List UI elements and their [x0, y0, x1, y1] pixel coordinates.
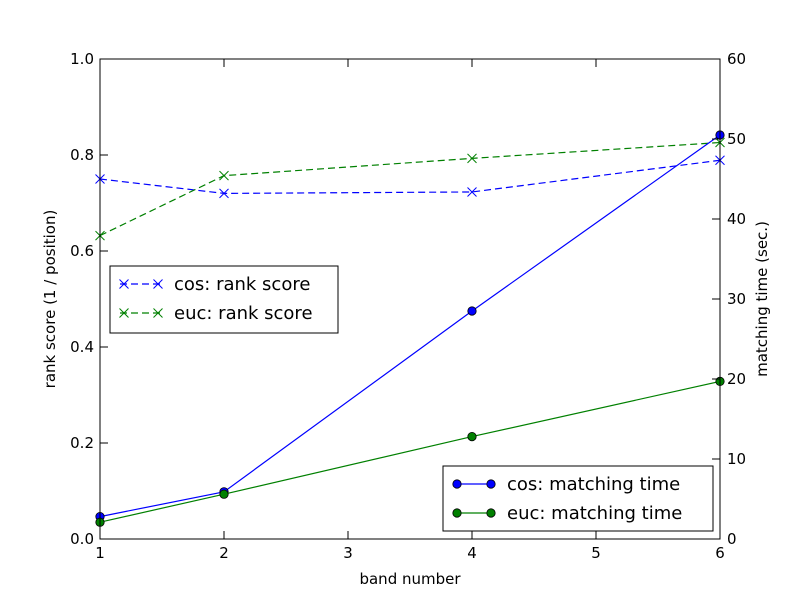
y-right-tick-label: 50	[727, 130, 746, 148]
data-point	[467, 187, 477, 197]
x-marker-stroke	[467, 187, 477, 197]
y-left-tick-label: 0.0	[70, 530, 94, 548]
x-axis-label: band number	[359, 570, 461, 588]
legend-marker	[153, 308, 163, 318]
y-right-tick-label: 20	[727, 370, 746, 388]
x-marker-stroke	[153, 279, 163, 289]
y-right-axis-label: matching time (sec.)	[753, 221, 771, 377]
legend-marker	[153, 279, 163, 289]
y-right-tick-label: 40	[727, 210, 746, 228]
y-left-tick-label: 0.4	[70, 338, 94, 356]
x-marker-stroke	[153, 308, 163, 318]
x-tick-label: 5	[591, 544, 601, 562]
data-point	[219, 188, 229, 199]
y-left-tick-label: 0.8	[70, 146, 94, 164]
y-right-tick-label: 10	[727, 450, 746, 468]
series-line	[99, 134, 721, 518]
x-tick-label: 4	[467, 544, 477, 562]
legend-layer: cos: rank score euc: rank score cos: match…	[109, 265, 714, 532]
series-line	[99, 380, 721, 523]
x-tick-label: 2	[219, 544, 229, 562]
legend-label: euc: rank score	[174, 303, 313, 324]
y-right-tick-label: 60	[727, 50, 746, 68]
x-marker-stroke	[119, 308, 129, 318]
y-left-axis-label: rank score (1 / position)	[41, 210, 59, 389]
x-tick-label: 3	[343, 544, 353, 562]
y-left-tick-label: 0.2	[70, 434, 94, 452]
legend-marker	[119, 308, 129, 318]
legend-label: cos: matching time	[507, 474, 680, 495]
legend-marker	[452, 508, 462, 518]
legend-box	[109, 265, 339, 334]
x-tick-label: 6	[715, 544, 725, 562]
data-point	[467, 153, 477, 164]
series-line	[99, 159, 721, 195]
x-marker-stroke	[467, 153, 477, 164]
data-point	[467, 306, 477, 316]
legend-marker	[119, 279, 129, 289]
legend-rank-score: cos: rank score euc: rank score	[109, 265, 339, 334]
legend-matching-time: cos: matching time euc: matching time	[442, 465, 714, 532]
legend-marker	[486, 479, 496, 489]
series-line	[99, 141, 721, 237]
series-layer	[95, 130, 725, 527]
data-point	[219, 170, 229, 181]
y-left-tick-label: 0.6	[70, 242, 94, 260]
legend-label: euc: matching time	[507, 503, 682, 524]
y-right-tick-label: 0	[727, 530, 737, 548]
legend-label: cos: rank score	[174, 274, 310, 295]
x-marker-stroke	[119, 279, 129, 289]
data-point	[219, 489, 229, 499]
x-tick-label: 1	[95, 544, 105, 562]
data-point	[467, 431, 477, 442]
series-euc-matching-time	[95, 376, 725, 527]
y-right-tick-label: 30	[727, 290, 746, 308]
y-left-tick-label: 1.0	[70, 50, 94, 68]
x-marker-stroke	[219, 188, 229, 199]
legend-box	[442, 465, 714, 532]
legend-marker	[486, 508, 496, 518]
ticks-layer: 1 2 3 4 5 6 0.0 0.2 0.4 0.6 0.8 1.0 0 10 20 30 40 50 60	[70, 50, 746, 562]
legend-marker	[452, 479, 462, 489]
x-marker-stroke	[219, 170, 229, 181]
